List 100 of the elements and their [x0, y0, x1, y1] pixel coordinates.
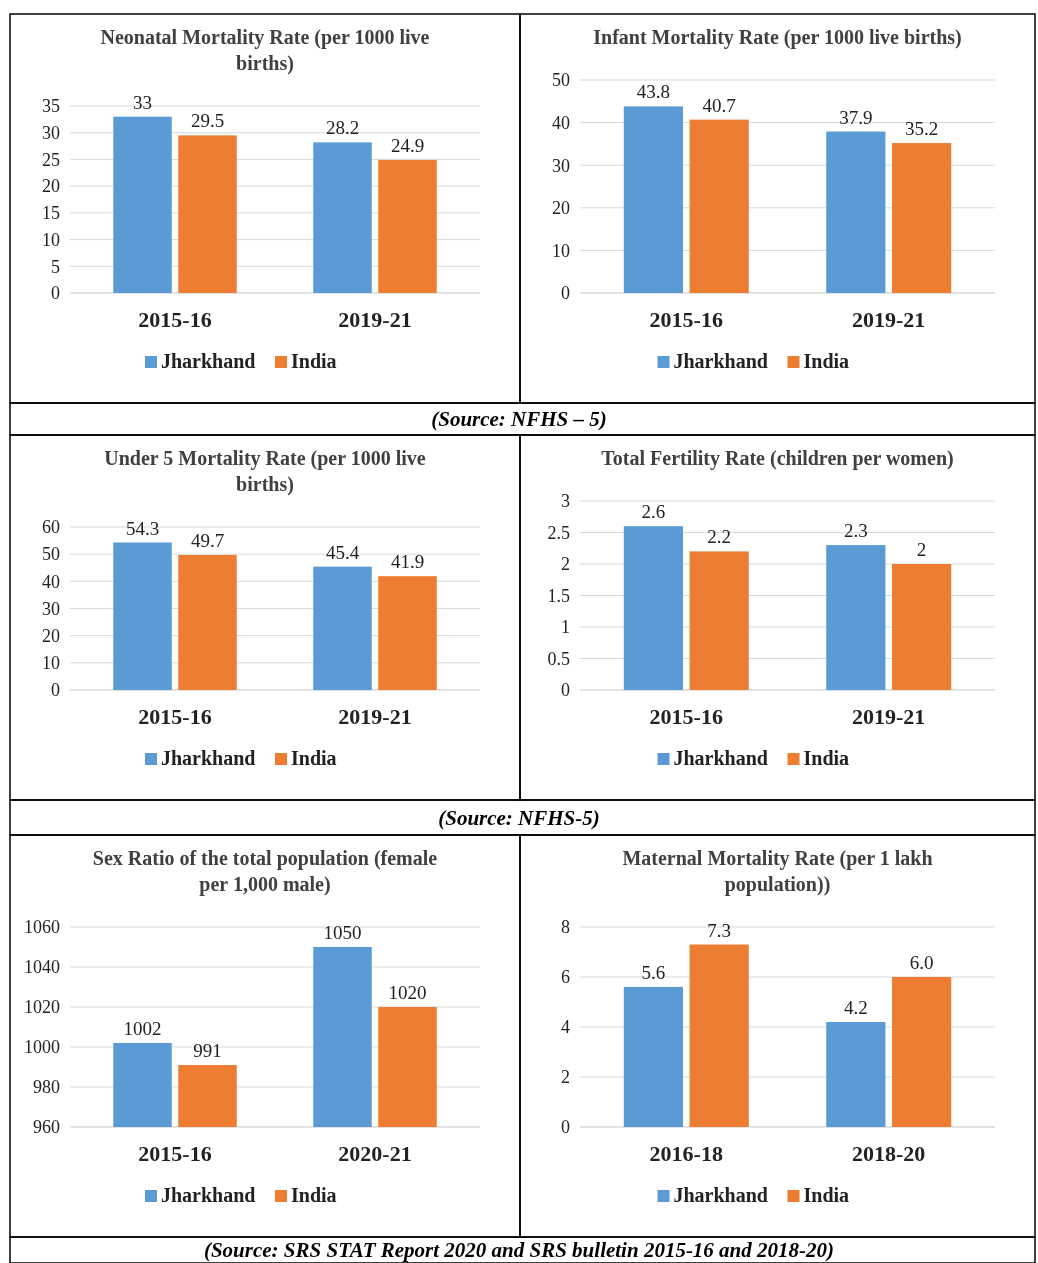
- bar: [892, 143, 952, 293]
- data-label: 43.8: [636, 81, 671, 103]
- bar: [623, 526, 683, 690]
- y-tick-label: 1060: [24, 917, 60, 938]
- y-tick-label: 35: [42, 96, 60, 117]
- y-tick-label: 40: [42, 571, 60, 592]
- bar: [826, 1022, 886, 1127]
- chart-title: Total Fertility Rate (children per women): [601, 447, 954, 470]
- data-label: 991: [193, 1040, 222, 1061]
- y-tick-label: 0: [561, 680, 570, 701]
- y-tick-label: 5: [51, 256, 60, 277]
- legend-label: Jharkhand: [161, 747, 256, 769]
- x-tick-label: 2015-16: [649, 307, 723, 332]
- y-tick-label: 20: [42, 176, 60, 197]
- data-label: 35.2: [904, 118, 939, 140]
- data-label: 7.3: [707, 919, 732, 941]
- data-label: 4.2: [843, 997, 868, 1018]
- y-tick-label: 1040: [24, 957, 60, 978]
- legend-label: Jharkhand: [673, 747, 768, 769]
- x-tick-label: 2019-21: [852, 704, 926, 729]
- bar: [313, 566, 372, 690]
- y-tick-label: 15: [42, 203, 60, 224]
- chart-title: Under 5 Mortality Rate (per 1000 live births): [104, 447, 426, 496]
- y-tick-label: 0: [561, 283, 570, 304]
- data-label: 6.0: [909, 952, 934, 973]
- data-label: 1050: [323, 922, 362, 943]
- data-label: 2.2: [707, 526, 732, 548]
- y-tick-label: 3: [561, 491, 570, 512]
- chart-title: Neonatal Mortality Rate (per 1000 live births): [100, 26, 430, 75]
- x-tick-label: 2016-18: [649, 1141, 723, 1166]
- y-tick-label: 980: [33, 1077, 60, 1098]
- y-tick-label: 2.5: [547, 522, 570, 543]
- legend-label: Jharkhand: [673, 350, 768, 372]
- legend-label: Jharkhand: [673, 1184, 768, 1206]
- y-tick-label: 8: [561, 917, 570, 938]
- bar: [378, 576, 437, 690]
- x-tick-label: 2015-16: [138, 704, 212, 729]
- y-tick-label: 10: [42, 229, 60, 250]
- legend-label: India: [803, 1184, 850, 1206]
- y-tick-label: 10: [552, 240, 570, 261]
- data-label: 1002: [123, 1018, 162, 1039]
- bar: [623, 987, 683, 1127]
- text: (Source: NFHS – 5): [431, 407, 607, 431]
- data-label: 37.9: [839, 106, 873, 128]
- bar: [826, 131, 886, 293]
- y-tick-label: 4: [561, 1017, 570, 1038]
- y-tick-label: 1: [561, 617, 570, 638]
- data-label: 2: [916, 539, 927, 560]
- x-tick-label: 2019-21: [852, 307, 926, 332]
- x-tick-label: 2019-21: [338, 704, 412, 729]
- chart-title: Sex Ratio of the total population (female per 1,000 male): [92, 847, 438, 896]
- y-tick-label: 60: [42, 517, 60, 538]
- data-label: 45.4: [325, 541, 360, 563]
- legend-label: India: [291, 350, 337, 372]
- x-tick-label: 2015-16: [138, 1141, 212, 1166]
- y-tick-label: 20: [552, 198, 570, 219]
- data-label: 33: [133, 91, 152, 113]
- bar: [689, 551, 749, 690]
- data-label: 41.9: [390, 551, 425, 573]
- y-tick-label: 0: [51, 283, 60, 304]
- bar: [892, 564, 952, 690]
- legend-label: India: [291, 1184, 337, 1206]
- data-label: 40.7: [702, 94, 736, 116]
- y-tick-label: 1020: [24, 997, 60, 1018]
- legend-label: India: [803, 350, 850, 372]
- legend-label: India: [291, 747, 337, 769]
- chart-title: Infant Mortality Rate (per 1000 live births): [593, 26, 962, 49]
- x-tick-label: 2018-20: [852, 1141, 926, 1166]
- y-tick-label: 30: [42, 123, 60, 144]
- bar: [689, 119, 749, 293]
- bar: [689, 944, 749, 1127]
- data-label: 2.6: [641, 501, 666, 523]
- x-tick-label: 2015-16: [649, 704, 723, 729]
- x-tick-label: 2020-21: [338, 1141, 412, 1166]
- y-tick-label: 2: [561, 1067, 570, 1088]
- data-label: 49.7: [190, 529, 225, 551]
- y-tick-label: 960: [33, 1117, 60, 1138]
- data-label: 1020: [388, 982, 427, 1003]
- y-tick-label: 6: [561, 967, 570, 988]
- data-label: 28.2: [325, 117, 360, 139]
- legend-label: India: [803, 747, 850, 769]
- y-tick-label: 10: [42, 653, 60, 674]
- data-label: 24.9: [390, 134, 425, 156]
- bar: [113, 542, 172, 690]
- data-label: 29.5: [190, 110, 225, 132]
- data-label: 5.6: [641, 962, 666, 983]
- y-tick-label: 30: [42, 598, 60, 619]
- y-tick-label: 1.5: [547, 585, 570, 606]
- y-tick-label: 30: [552, 155, 570, 176]
- bar: [892, 977, 952, 1127]
- x-tick-label: 2019-21: [338, 307, 412, 332]
- y-tick-label: 50: [42, 544, 60, 565]
- text: (Source: SRS STAT Report 2020 and SRS bulletin 2015-16 and 2018-20): [203, 1238, 835, 1262]
- bar: [313, 142, 372, 293]
- bar: [178, 554, 237, 690]
- legend-label: Jharkhand: [161, 1184, 256, 1206]
- y-tick-label: 2: [561, 554, 570, 575]
- chart-title: Maternal Mortality Rate (per 1 lakh population)): [622, 847, 933, 896]
- y-tick-label: 50: [552, 70, 570, 91]
- legend-label: Jharkhand: [161, 350, 256, 372]
